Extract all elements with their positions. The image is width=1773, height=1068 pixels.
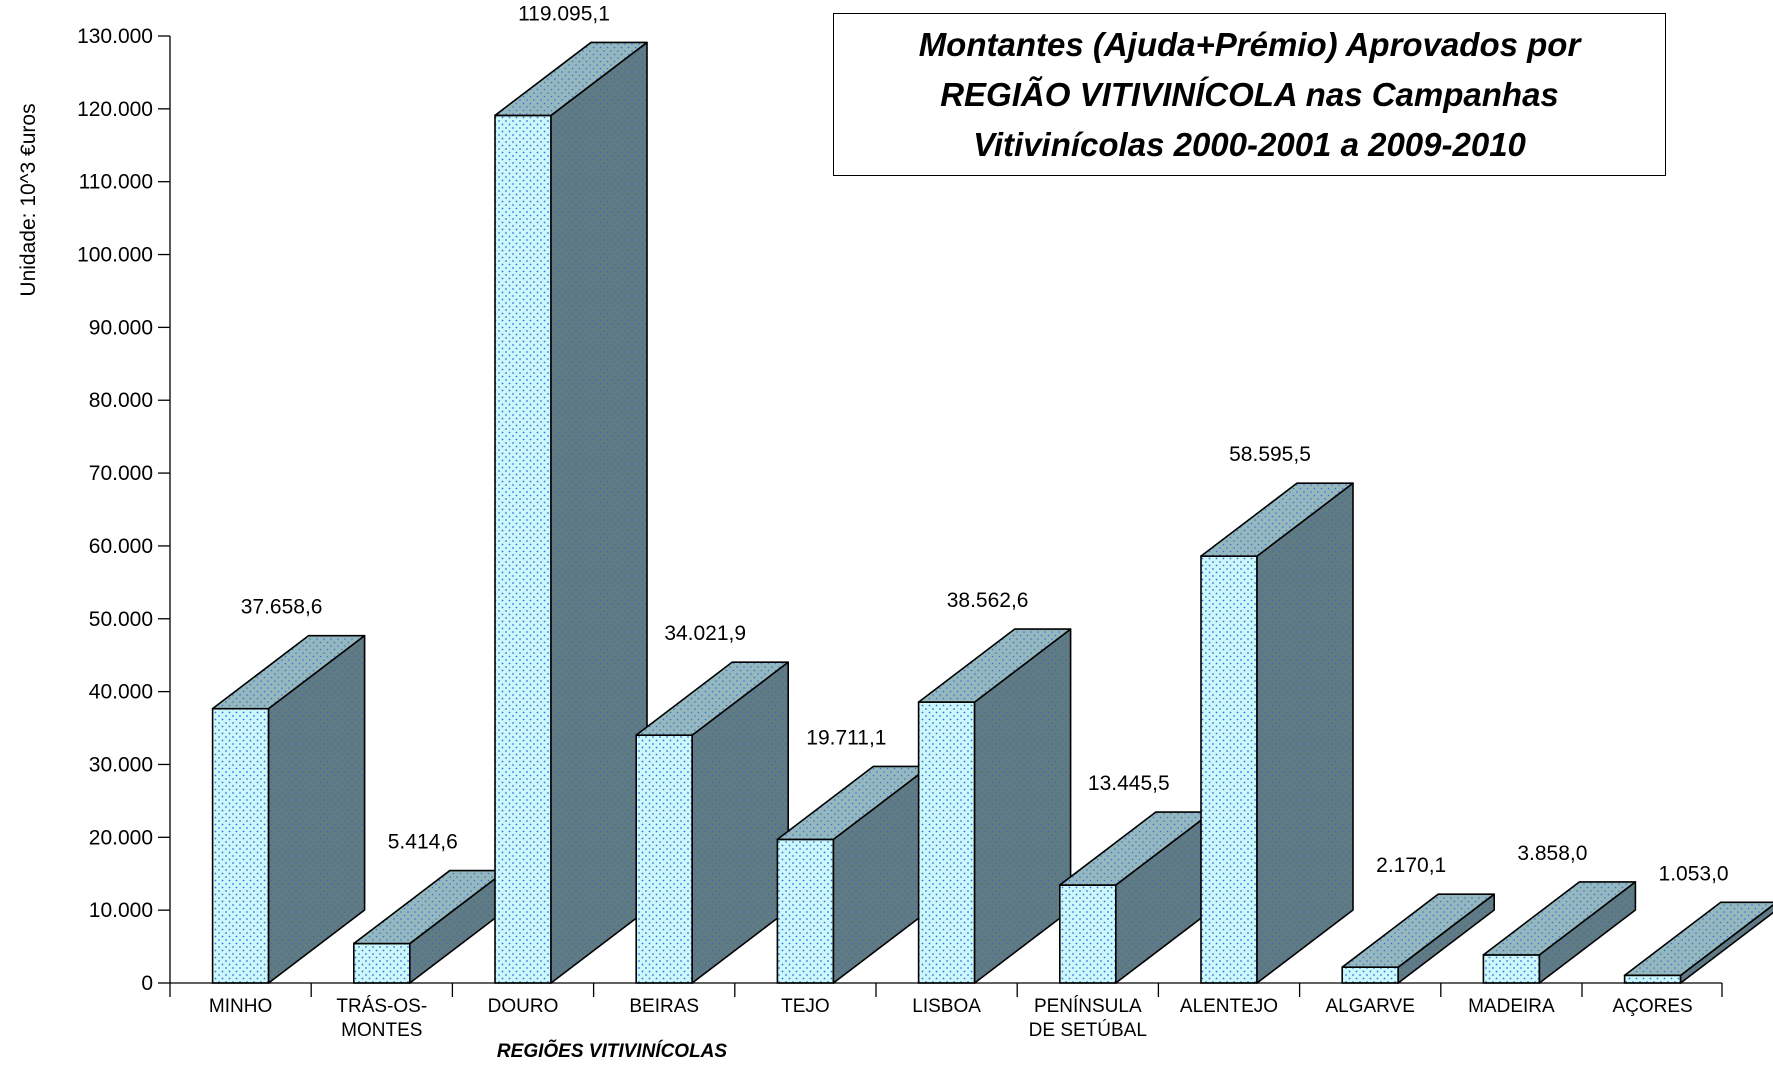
bar-front-face — [776, 838, 835, 984]
chart-title-line: Vitivinícolas 2000-2001 a 2009-2010 — [973, 125, 1526, 163]
y-tick-label: 70.000 — [89, 462, 153, 485]
bar-front-face — [1482, 954, 1541, 984]
x-axis-label: REGIÕES VITIVINÍCOLAS — [497, 1040, 727, 1062]
bar-front-face — [494, 114, 552, 984]
y-tick-label: 100.000 — [77, 244, 153, 267]
bar — [1623, 901, 1773, 984]
bar — [1341, 893, 1495, 984]
y-tick-label: 80.000 — [89, 389, 153, 412]
x-axis: MINHO TRÁS-OS- MONTES DOURO BEIRAS TEJO LISBOA… — [169, 982, 1723, 1041]
y-tick-label: 90.000 — [89, 316, 153, 339]
x-category-label: MONTES — [341, 1020, 422, 1041]
bar-front-face — [635, 734, 694, 984]
bar-top-face — [1482, 881, 1637, 956]
y-tick-label: 110.000 — [79, 171, 153, 194]
y-tick-label: 60.000 — [89, 535, 153, 558]
bar — [917, 628, 1072, 984]
y-tick-label: 20.000 — [89, 826, 153, 849]
chart-title-box: Montantes (Ajuda+Prémio) Aprovados por R… — [833, 13, 1666, 176]
y-tick-label: 40.000 — [89, 681, 153, 704]
bar — [1482, 881, 1637, 984]
bar-front-face — [917, 701, 976, 984]
bar-top-face — [1200, 482, 1354, 557]
x-category-label: DOURO — [488, 996, 559, 1017]
bar-value-label: 34.021,9 — [664, 622, 746, 645]
bar — [494, 41, 648, 984]
y-tick-label: 120.000 — [77, 98, 153, 121]
bar — [211, 634, 366, 984]
bar-value-label: 2.170,1 — [1376, 854, 1446, 877]
x-category-label: TEJO — [781, 996, 830, 1017]
bar — [1059, 811, 1213, 984]
x-category-label: MINHO — [209, 996, 272, 1017]
x-category-label: BEIRAS — [629, 996, 699, 1017]
x-category-label: TRÁS-OS- — [336, 996, 427, 1017]
y-tick-label: 50.000 — [89, 608, 153, 631]
chart-title-line: REGIÃO VITIVINÍCOLA nas Campanhas — [940, 75, 1559, 113]
bar-side-face — [1256, 482, 1354, 984]
bar-front-face — [352, 942, 411, 984]
bar-top-face — [494, 41, 648, 117]
bar — [635, 661, 790, 984]
x-category-label: PENÍNSULA — [1034, 996, 1142, 1017]
y-tick-label: 30.000 — [89, 753, 153, 776]
y-axis: 0 10.000 20.000 30.000 40.000 50.000 60.000 70.… — [77, 25, 171, 995]
y-axis-label: Unidade: 10^3 €uros — [17, 103, 40, 296]
bar — [1200, 482, 1354, 984]
bar-top-face — [1341, 893, 1495, 968]
x-category-label: DE SETÚBAL — [1029, 1019, 1147, 1041]
bar — [776, 765, 931, 984]
x-category-label: ALGARVE — [1325, 996, 1414, 1017]
bar-value-label: 1.053,0 — [1659, 862, 1729, 885]
bar-top-face — [1623, 901, 1773, 977]
x-category-label: ALENTEJO — [1180, 996, 1278, 1017]
x-category-label: MADEIRA — [1468, 996, 1555, 1017]
bar-top-face — [917, 628, 1072, 703]
bar-value-label: 13.445,5 — [1088, 772, 1170, 795]
bar-front-face — [1200, 555, 1258, 984]
chart-title-line: Montantes (Ajuda+Prémio) Aprovados por — [918, 25, 1581, 63]
bar-top-face — [635, 661, 790, 736]
x-category-label: LISBOA — [912, 996, 981, 1017]
bar-value-label: 38.562,6 — [947, 589, 1029, 612]
bar-front-face — [1059, 884, 1117, 984]
bar-side-face — [550, 41, 648, 984]
bar-value-label: 3.858,0 — [1517, 842, 1587, 865]
bar-value-label: 19.711,1 — [806, 726, 886, 749]
y-tick-label: 0 — [141, 972, 153, 995]
bar-value-label: 37.658,6 — [241, 596, 323, 619]
bar-value-label: 119.095,1 — [518, 2, 610, 25]
bar-front-face — [211, 707, 270, 984]
bar-front-face — [1341, 966, 1399, 984]
x-category-label: AÇORES — [1612, 996, 1692, 1017]
bar-front-face — [1623, 974, 1682, 984]
bar — [352, 869, 507, 984]
y-tick-label: 130.000 — [77, 25, 153, 48]
bar-value-label: 58.595,5 — [1229, 443, 1311, 466]
bar-value-label: 5.414,6 — [388, 831, 458, 854]
y-tick-label: 10.000 — [89, 899, 153, 922]
bar-top-face — [211, 634, 366, 710]
bars: 37.658,6 5.414,6 119.095,1 34.021,9 19.711,1… — [211, 2, 1773, 984]
